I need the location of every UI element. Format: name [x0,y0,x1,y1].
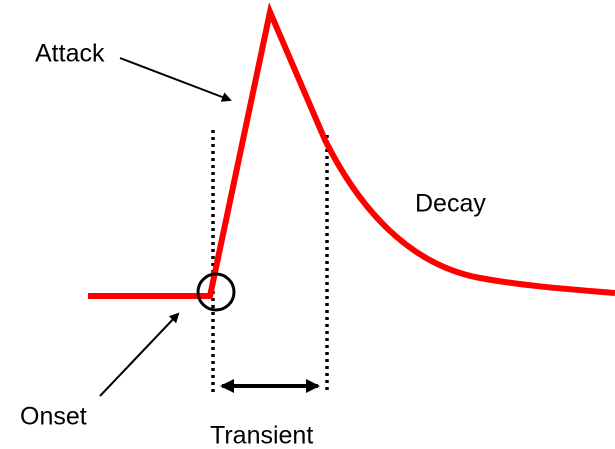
onset-arrow [99,312,180,397]
attack-label: Attack [35,40,105,68]
onset-label: Onset [20,403,87,431]
envelope [88,2,615,299]
transient-label: Transient [210,422,313,449]
onset-circle [196,272,236,312]
attack-arrow [119,57,232,102]
decay-label: Decay [415,190,486,218]
